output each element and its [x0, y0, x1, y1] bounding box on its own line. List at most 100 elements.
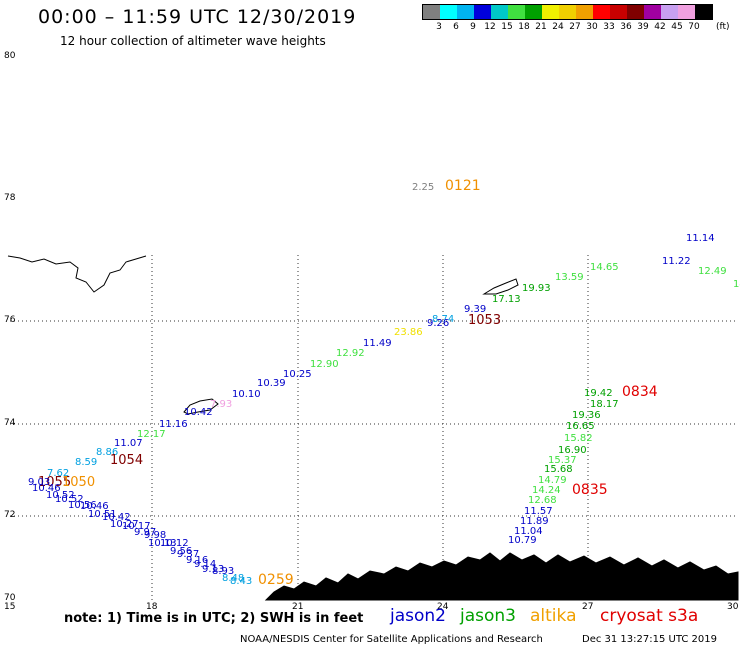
observation-label: 12.49 [698, 266, 727, 277]
observation-label: 15.37 [548, 455, 577, 466]
page-title: 00:00 – 11:59 UTC 12/30/2019 [38, 6, 357, 28]
legend-swatch [593, 5, 610, 19]
observation-label: 8.48 [222, 573, 244, 584]
legend-swatch [457, 5, 474, 19]
legend-swatch [627, 5, 644, 19]
legend-swatch [474, 5, 491, 19]
observation-label: 7.93 [210, 399, 232, 410]
legend-label: 45 [671, 22, 683, 32]
latitude-label: 70 [4, 593, 16, 603]
latitude-label: 76 [4, 315, 16, 325]
observation-label: 9.16 [186, 555, 208, 566]
observation-label: 16.65 [566, 421, 595, 432]
legend-swatch [644, 5, 661, 19]
latitude-label: 74 [4, 418, 16, 428]
observation-label: 11.89 [520, 516, 549, 527]
legend-label: 24 [552, 22, 564, 32]
legend-swatch [678, 5, 695, 19]
satellite-cryosat-s3a: cryosat s3a [600, 606, 699, 626]
svalbard-coastline [7, 255, 519, 415]
observation-label: 8.93 [212, 566, 234, 577]
observation-label: 12.68 [528, 495, 557, 506]
longitude-label: 30 [727, 602, 739, 612]
legend-label: 70 [688, 22, 700, 32]
observation-label: 19.36 [572, 410, 601, 421]
legend-label: 21 [535, 22, 547, 32]
observation-label: 1053 [468, 313, 501, 328]
legend-label: 6 [453, 22, 459, 32]
observation-label: 19.93 [522, 283, 551, 294]
observation-label: 12.92 [336, 348, 365, 359]
color-scale-unit: (ft) [716, 22, 730, 32]
legend-label: 27 [569, 22, 581, 32]
norway-coastline [264, 552, 739, 601]
observation-label: 2.25 [412, 182, 434, 193]
legend-label: 30 [586, 22, 598, 32]
observation-label: 11.22 [662, 256, 691, 267]
observation-label: 10.52 [46, 490, 75, 501]
observation-label: 0835 [572, 482, 608, 498]
legend-swatch [508, 5, 525, 19]
satellite-jason3: jason3 [460, 606, 516, 626]
legend-swatch [695, 5, 712, 19]
observation-label: 10.46 [32, 483, 61, 494]
legend-label: 15 [501, 22, 513, 32]
observation-label: 10.39 [257, 378, 286, 389]
footer-timestamp: Dec 31 13:27:15 UTC 2019 [582, 634, 717, 645]
observation-label: 17.13 [492, 294, 521, 305]
observation-label: 10.51 [88, 509, 117, 520]
color-scale-legend [422, 4, 713, 20]
observation-labels: 2.25 0121 11.14 11.22 12.49 14.65 13.59 19.9317… [28, 178, 740, 588]
observation-label: 10.10 [232, 389, 261, 400]
observation-label: 16.90 [558, 445, 587, 456]
observation-label: 12.90 [310, 359, 339, 370]
legend-swatch [661, 5, 678, 19]
observation-label: 12.17 [137, 429, 166, 440]
observation-label: 15.82 [564, 433, 593, 444]
longitude-label: 21 [292, 602, 303, 612]
observation-label: 10.56 [68, 500, 97, 511]
longitude-label: 15 [4, 602, 15, 612]
legend-label: 3 [436, 22, 442, 32]
legend-label: 39 [637, 22, 649, 32]
satellite-jason2: jason2 [390, 606, 446, 626]
legend-label: 9 [470, 22, 476, 32]
page-subtitle: 12 hour collection of altimeter wave hei… [60, 34, 326, 48]
longitude-label: 27 [582, 602, 593, 612]
legend-label: 12 [484, 22, 496, 32]
observation-label: 10.25 [283, 369, 312, 380]
latitude-label: 80 [4, 51, 16, 61]
observation-label: 11.57 [524, 506, 553, 517]
observation-label: 7.62 [47, 468, 69, 479]
longitude-label: 18 [146, 602, 158, 612]
observation-label: 11.14 [686, 233, 715, 244]
observation-label: 9.03 [28, 477, 50, 488]
legend-swatch [576, 5, 593, 19]
observation-label: 9.97 [134, 527, 156, 538]
observation-label: 9.13 [202, 564, 224, 575]
observation-label: 0259 [258, 572, 294, 588]
observation-label: 9.26 [427, 318, 449, 329]
observation-label: 1050 [62, 475, 95, 490]
observation-label: 15.68 [544, 464, 573, 475]
legend-swatch [491, 5, 508, 19]
observation-label: 11.07 [114, 438, 143, 449]
map-grid [10, 255, 735, 600]
legend-label: 18 [518, 22, 530, 32]
observation-label: 8.86 [96, 447, 118, 458]
observation-label: 19.42 [584, 388, 613, 399]
observation-label: 1055 [38, 475, 71, 490]
observation-label: 9.37 [177, 549, 199, 560]
footer-organization: NOAA/NESDIS Center for Satellite Applica… [240, 634, 543, 645]
observation-label: 8.59 [75, 457, 97, 468]
legend-swatch [542, 5, 559, 19]
observation-label: 8.43 [230, 576, 252, 587]
observation-label: 10.79 [508, 535, 537, 546]
observation-label: 0834 [622, 384, 658, 400]
legend-swatch [559, 5, 576, 19]
observation-label: 14.79 [538, 475, 567, 486]
observation-label: 10.12 [160, 538, 189, 549]
observation-label: 10.46 [80, 501, 109, 512]
